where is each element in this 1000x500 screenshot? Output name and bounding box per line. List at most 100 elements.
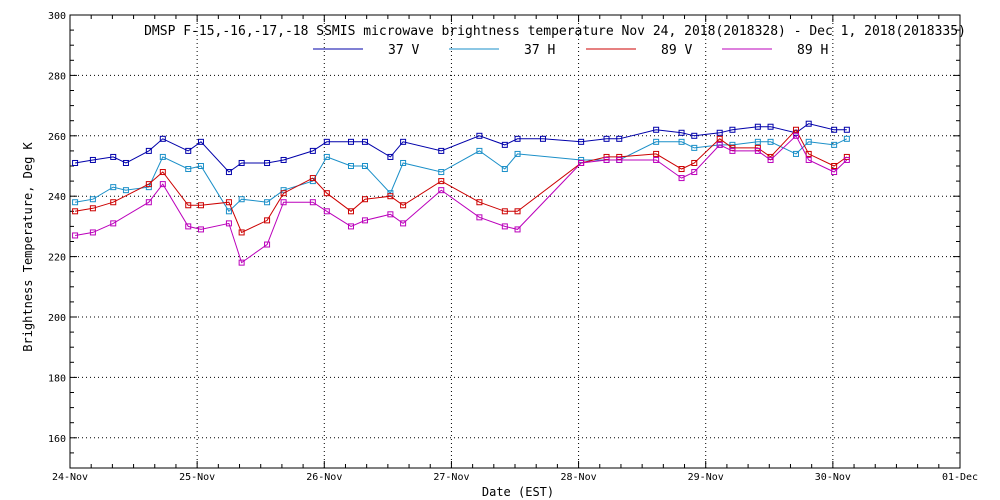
data-point-marker	[185, 166, 192, 173]
legend-label: 37 H	[524, 43, 555, 58]
data-point-marker	[805, 120, 812, 127]
legend: 37 V 37 H 89 V 89 H	[313, 43, 828, 58]
x-axis-label: Date (EST)	[482, 485, 554, 499]
data-point-marker	[578, 159, 585, 166]
data-point-marker	[347, 138, 354, 145]
x-tick-label: 01-Dec	[942, 472, 978, 483]
data-point-marker	[514, 150, 521, 157]
data-point-marker	[159, 181, 166, 188]
data-point-marker	[238, 229, 245, 236]
data-point-marker	[110, 184, 117, 191]
data-point-marker	[400, 220, 407, 227]
x-tick-label: 28-Nov	[561, 472, 597, 483]
data-point-marker	[89, 229, 96, 236]
data-point-marker	[72, 208, 79, 215]
data-point-marker	[501, 208, 508, 215]
data-point-marker	[831, 141, 838, 148]
data-point-marker	[264, 199, 271, 206]
data-point-marker	[387, 153, 394, 160]
data-point-marker	[691, 159, 698, 166]
data-point-marker	[264, 217, 271, 224]
data-point-marker	[729, 147, 736, 154]
data-point-marker	[678, 138, 685, 145]
series-line	[75, 123, 847, 173]
data-point-marker	[197, 226, 204, 233]
data-point-marker	[716, 135, 723, 142]
data-point-marker	[185, 223, 192, 230]
data-point-marker	[309, 175, 316, 182]
data-point-marker	[197, 163, 204, 169]
data-point-marker	[805, 156, 812, 163]
data-point-marker	[843, 153, 850, 160]
data-point-marker	[309, 147, 316, 154]
y-tick-label: 220	[48, 253, 66, 264]
y-tick-label: 240	[48, 192, 66, 203]
data-point-marker	[400, 159, 407, 166]
data-point-marker	[792, 150, 799, 157]
data-point-marker	[678, 166, 685, 173]
data-point-marker	[843, 156, 850, 163]
y-tick-label: 260	[48, 132, 66, 143]
data-point-marker	[476, 147, 483, 154]
data-point-marker	[716, 141, 723, 148]
data-point-marker	[225, 169, 232, 176]
data-point-marker	[476, 199, 483, 206]
series-line	[75, 134, 848, 264]
data-point-marker	[72, 159, 79, 166]
data-point-marker	[514, 208, 521, 215]
data-point-marker	[754, 147, 761, 154]
grid-lines	[70, 15, 960, 468]
data-point-marker	[578, 156, 585, 163]
data-point-marker	[347, 163, 354, 169]
data-point-marker	[145, 181, 152, 188]
data-point-marker	[264, 159, 271, 166]
data-point-marker	[72, 199, 79, 206]
data-point-marker	[603, 156, 610, 163]
data-point-marker	[831, 126, 838, 133]
data-point-marker	[616, 156, 623, 163]
series-line	[75, 138, 848, 213]
data-point-marker	[754, 138, 761, 145]
data-point-marker	[729, 126, 736, 133]
data-point-marker	[792, 126, 799, 133]
data-point-marker	[197, 138, 204, 145]
data-point-marker	[616, 153, 623, 160]
data-point-marker	[361, 138, 368, 145]
data-point-marker	[716, 129, 723, 136]
y-tick-label: 180	[48, 373, 66, 384]
legend-label: 89 V	[661, 43, 692, 58]
data-point-marker	[438, 187, 445, 194]
data-point-marker	[843, 126, 850, 133]
data-point-marker	[159, 135, 166, 142]
data-point-marker	[476, 132, 483, 139]
data-point-marker	[501, 141, 508, 148]
data-point-marker	[361, 196, 368, 203]
data-point-marker	[805, 138, 812, 145]
data-point-marker	[347, 208, 354, 215]
legend-label: 37 V	[388, 43, 419, 58]
data-point-marker	[159, 153, 166, 160]
data-point-marker	[185, 202, 192, 209]
data-point-marker	[514, 135, 521, 142]
data-point-marker	[238, 259, 245, 266]
y-tick-label: 280	[48, 71, 66, 82]
x-tick-label: 26-Nov	[306, 472, 342, 483]
data-point-marker	[831, 169, 838, 176]
data-point-marker	[805, 150, 812, 157]
data-point-marker	[691, 132, 698, 139]
data-point-marker	[323, 138, 330, 145]
data-point-marker	[185, 147, 192, 154]
x-tick-label: 29-Nov	[688, 472, 724, 483]
data-point-marker	[347, 223, 354, 230]
data-point-marker	[539, 135, 546, 142]
data-point-marker	[280, 190, 287, 197]
data-point-marker	[89, 156, 96, 163]
data-point-marker	[578, 138, 585, 145]
data-point-marker	[110, 220, 117, 227]
y-tick-label: 200	[48, 313, 66, 324]
data-point-marker	[309, 199, 316, 206]
data-point-marker	[387, 193, 394, 200]
series-37-v	[72, 120, 850, 176]
data-point-marker	[145, 147, 152, 154]
